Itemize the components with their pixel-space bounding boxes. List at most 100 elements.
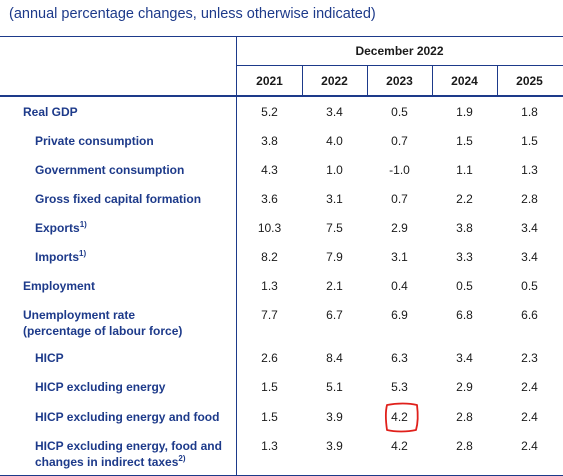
table-cell: 6.6 bbox=[521, 308, 538, 322]
table-cell: 1.8 bbox=[521, 105, 538, 119]
table-cell: 1.3 bbox=[261, 439, 278, 453]
table-cell: 4.2 bbox=[391, 410, 408, 424]
group-header-rule bbox=[236, 65, 563, 66]
row-label-text: HICP bbox=[35, 351, 64, 365]
row-label-text: Unemployment rate bbox=[23, 308, 136, 322]
year-column-separator bbox=[367, 66, 368, 95]
table-cell: 2.4 bbox=[521, 410, 538, 424]
table-cell: 7.9 bbox=[326, 250, 343, 264]
table-cell: 4.3 bbox=[261, 163, 278, 177]
year-header-2024: 2024 bbox=[451, 74, 478, 88]
table-cell: 6.8 bbox=[456, 308, 473, 322]
row-label: HICP excluding energy bbox=[35, 379, 165, 395]
label-column-divider bbox=[236, 36, 237, 476]
table-cell: 1.1 bbox=[456, 163, 473, 177]
row-label-text: Imports bbox=[35, 250, 80, 264]
table-cell: 5.2 bbox=[261, 105, 278, 119]
table-cell: 2.6 bbox=[261, 351, 278, 365]
table-cell: 1.5 bbox=[521, 134, 538, 148]
table-cell: 2.8 bbox=[456, 439, 473, 453]
year-header-2022: 2022 bbox=[321, 74, 348, 88]
footnote-marker: 2) bbox=[178, 454, 186, 463]
table-cell: 6.7 bbox=[326, 308, 343, 322]
table-subtitle: (annual percentage changes, unless other… bbox=[9, 6, 376, 22]
table-cell: 2.1 bbox=[326, 279, 343, 293]
row-label: Private consumption bbox=[35, 133, 154, 149]
table-cell: 2.4 bbox=[521, 439, 538, 453]
footnote-marker: 1) bbox=[79, 220, 87, 229]
table-cell: 8.4 bbox=[326, 351, 343, 365]
row-label: HICP excluding energy, food and changes i… bbox=[35, 438, 222, 470]
row-label-text: Real GDP bbox=[23, 105, 78, 119]
row-label: Unemployment rate (percentage of labour f… bbox=[23, 307, 182, 339]
table-cell: 7.5 bbox=[326, 221, 343, 235]
table-cell: 7.7 bbox=[261, 308, 278, 322]
table-cell: 4.2 bbox=[391, 439, 408, 453]
table-cell: 1.5 bbox=[261, 410, 278, 424]
table-cell: 1.9 bbox=[456, 105, 473, 119]
table-cell: 1.5 bbox=[456, 134, 473, 148]
row-label: Gross fixed capital formation bbox=[35, 191, 201, 207]
footnote-marker: 1) bbox=[79, 249, 87, 258]
table-cell: 3.4 bbox=[326, 105, 343, 119]
year-column-separator bbox=[497, 66, 498, 95]
row-label: Government consumption bbox=[35, 162, 184, 178]
table-cell: 1.5 bbox=[261, 380, 278, 394]
table-cell: 3.1 bbox=[326, 192, 343, 206]
row-label-text: HICP excluding energy bbox=[35, 380, 166, 394]
row-label-text: Gross fixed capital formation bbox=[35, 192, 202, 206]
row-label: Exports1) bbox=[35, 220, 87, 236]
table-cell: 2.8 bbox=[456, 410, 473, 424]
row-label-text-continued: changes in indirect taxes bbox=[35, 455, 179, 469]
row-label-text: Exports bbox=[35, 221, 80, 235]
table-cell: 2.9 bbox=[456, 380, 473, 394]
table-cell: 1.3 bbox=[521, 163, 538, 177]
row-label: Imports1) bbox=[35, 249, 86, 265]
row-label: Real GDP bbox=[23, 104, 78, 120]
row-label: Employment bbox=[23, 278, 95, 294]
year-column-separator bbox=[432, 66, 433, 95]
row-label: HICP bbox=[35, 350, 64, 366]
table-cell: 0.7 bbox=[391, 192, 408, 206]
row-label-text: HICP excluding energy and food bbox=[35, 410, 220, 424]
table-cell: 10.3 bbox=[257, 221, 282, 235]
table-cell: 2.9 bbox=[391, 221, 408, 235]
table-cell: 3.4 bbox=[521, 221, 538, 235]
table-cell: 5.1 bbox=[326, 380, 343, 394]
row-label-text: Private consumption bbox=[35, 134, 154, 148]
table-cell: 6.3 bbox=[391, 351, 408, 365]
table-cell: 3.9 bbox=[326, 439, 343, 453]
table-cell: 1.0 bbox=[326, 163, 343, 177]
table-top-rule bbox=[0, 36, 563, 37]
row-label-text: Employment bbox=[23, 279, 96, 293]
table-cell: 3.8 bbox=[261, 134, 278, 148]
highlight-circle-annotation bbox=[384, 402, 419, 433]
table-cell: 5.3 bbox=[391, 380, 408, 394]
table-cell: 3.3 bbox=[456, 250, 473, 264]
table-cell: 0.5 bbox=[521, 279, 538, 293]
table-cell: 2.2 bbox=[456, 192, 473, 206]
table-cell: 3.8 bbox=[456, 221, 473, 235]
table-cell: 1.3 bbox=[261, 279, 278, 293]
table-cell: 3.4 bbox=[456, 351, 473, 365]
table-cell: 0.7 bbox=[391, 134, 408, 148]
row-label: HICP excluding energy and food bbox=[35, 409, 219, 425]
table-cell: 0.5 bbox=[456, 279, 473, 293]
year-header-2023: 2023 bbox=[386, 74, 413, 88]
year-header-2021: 2021 bbox=[256, 74, 283, 88]
row-label-text: HICP excluding energy, food and bbox=[35, 439, 222, 453]
table-cell: -1.0 bbox=[389, 163, 410, 177]
row-label-text-continued: (percentage of labour force) bbox=[23, 324, 183, 338]
header-bottom-rule bbox=[0, 95, 563, 97]
table-cell: 2.4 bbox=[521, 380, 538, 394]
table-cell: 2.8 bbox=[521, 192, 538, 206]
table-cell: 3.6 bbox=[261, 192, 278, 206]
table-cell: 4.0 bbox=[326, 134, 343, 148]
table-cell: 0.4 bbox=[391, 279, 408, 293]
table-cell: 3.1 bbox=[391, 250, 408, 264]
column-group-header: December 2022 bbox=[355, 44, 444, 58]
table-cell: 0.5 bbox=[391, 105, 408, 119]
table-cell: 2.3 bbox=[521, 351, 538, 365]
table-cell: 8.2 bbox=[261, 250, 278, 264]
table-cell: 3.9 bbox=[326, 410, 343, 424]
